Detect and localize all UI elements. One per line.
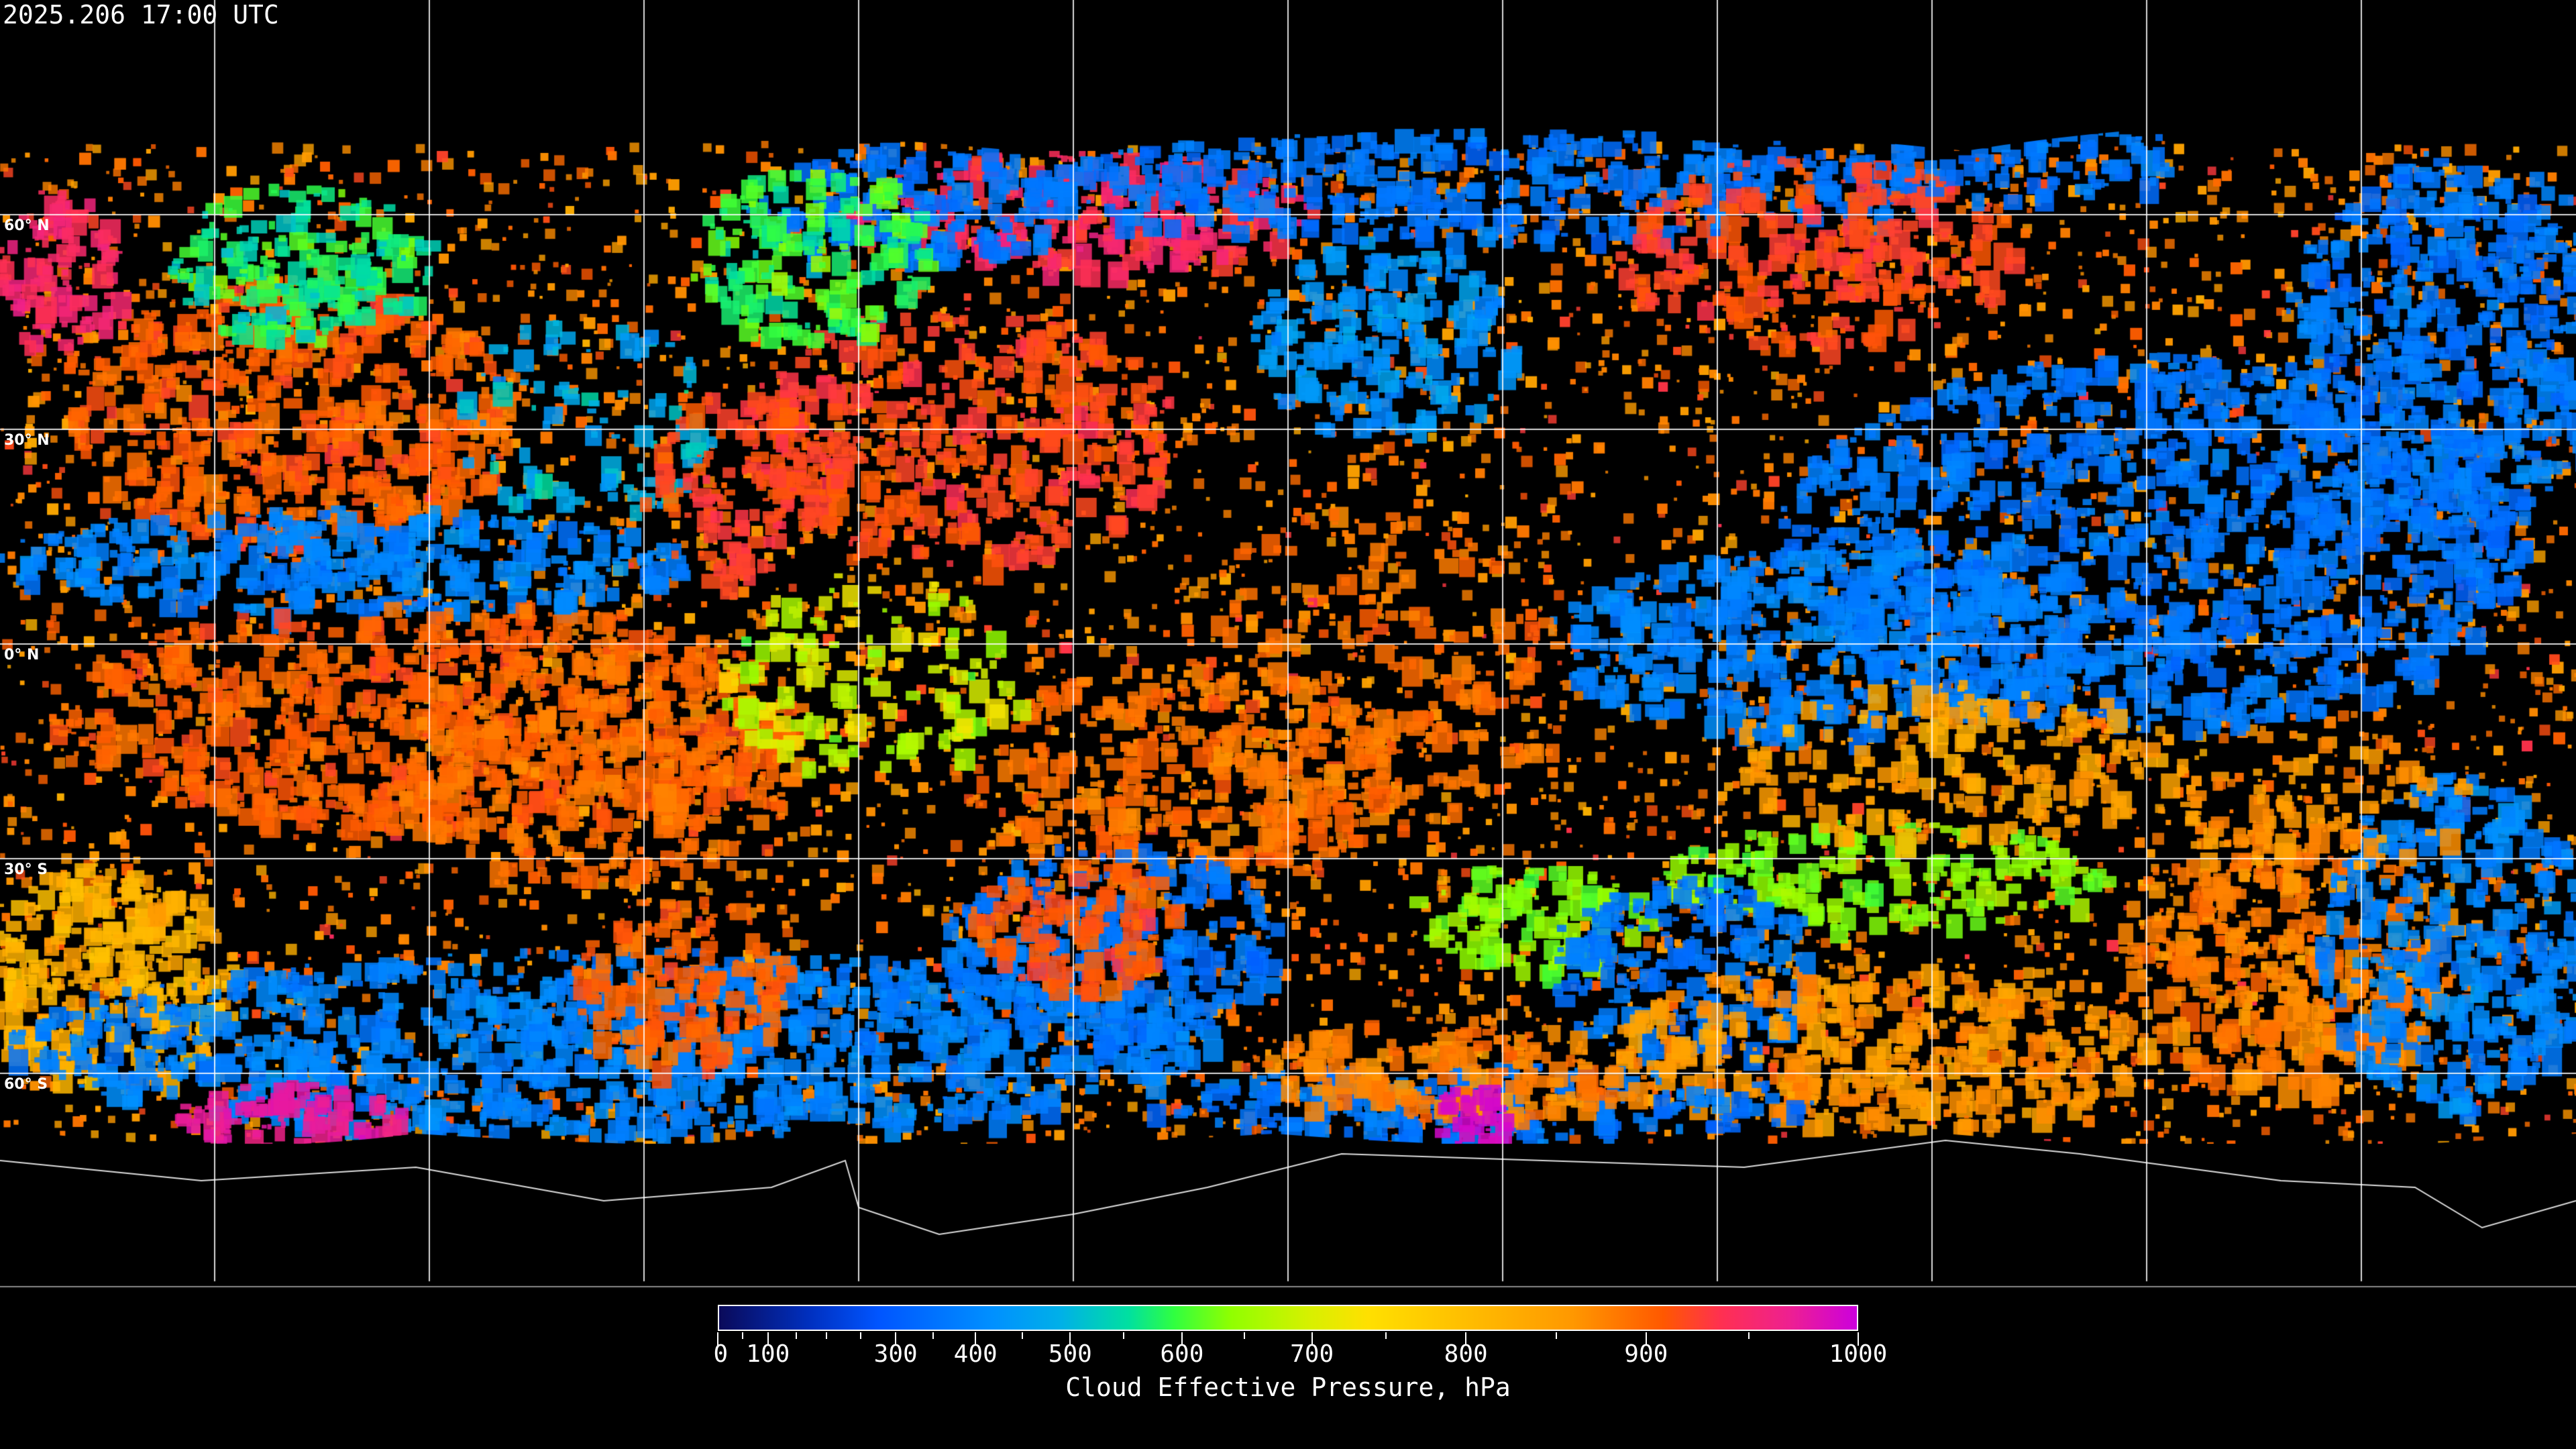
colorbar-minor-tick	[1748, 1332, 1750, 1339]
colorbar-major-tick	[1465, 1332, 1467, 1346]
timestamp: 2025.206 17:00 UTC	[3, 0, 279, 30]
colorbar-tick-label: 300	[873, 1340, 918, 1368]
colorbar-minor-tick	[1385, 1332, 1387, 1339]
colorbar	[718, 1305, 1858, 1331]
colorbar-tick-label: 100	[746, 1340, 790, 1368]
lat-label-60n: 60° N	[4, 217, 50, 234]
colorbar-major-tick	[1069, 1332, 1071, 1346]
colorbar-tick-label: 400	[953, 1340, 998, 1368]
colorbar-minor-tick	[825, 1332, 827, 1339]
colorbar-minor-tick	[742, 1332, 744, 1339]
lat-label-0n: 0° N	[4, 647, 40, 663]
colorbar-minor-tick	[1123, 1332, 1125, 1339]
colorbar-minor-tick	[1244, 1332, 1246, 1339]
colorbar-major-tick	[895, 1332, 897, 1346]
colorbar-minor-tick	[1555, 1332, 1557, 1339]
colorbar-major-tick	[1181, 1332, 1183, 1346]
lat-label-30s: 30° S	[4, 861, 48, 878]
colorbar-tick-label: 500	[1048, 1340, 1092, 1368]
colorbar-major-tick	[1645, 1332, 1647, 1346]
colorbar-major-tick	[975, 1332, 977, 1346]
colorbar-tick-label: 600	[1160, 1340, 1204, 1368]
colorbar-minor-tick	[932, 1332, 934, 1339]
colorbar-minor-tick	[859, 1332, 861, 1339]
lat-label-60s: 60° S	[4, 1076, 48, 1093]
colorbar-title: Cloud Effective Pressure, hPa	[1065, 1373, 1511, 1402]
colorbar-tick-label: 800	[1444, 1340, 1488, 1368]
colorbar-tick-label: 0	[713, 1340, 729, 1368]
lat-label-30n: 30° N	[4, 432, 50, 449]
colorbar-major-tick	[717, 1332, 718, 1346]
cloud-pressure-image	[0, 0, 2576, 1288]
colorbar-tick-label: 900	[1624, 1340, 1668, 1368]
colorbar-major-tick	[1311, 1332, 1313, 1346]
colorbar-minor-tick	[796, 1332, 798, 1339]
colorbar-minor-tick	[1021, 1332, 1023, 1339]
colorbar-tick-label: 1000	[1829, 1340, 1888, 1368]
satellite-map: 2025.206 17:00 UTC 60° N 30° N 0° N 30° …	[0, 0, 2576, 1288]
colorbar-major-tick	[1858, 1332, 1859, 1346]
colorbar-tick-label: 700	[1290, 1340, 1334, 1368]
colorbar-major-tick	[767, 1332, 769, 1346]
